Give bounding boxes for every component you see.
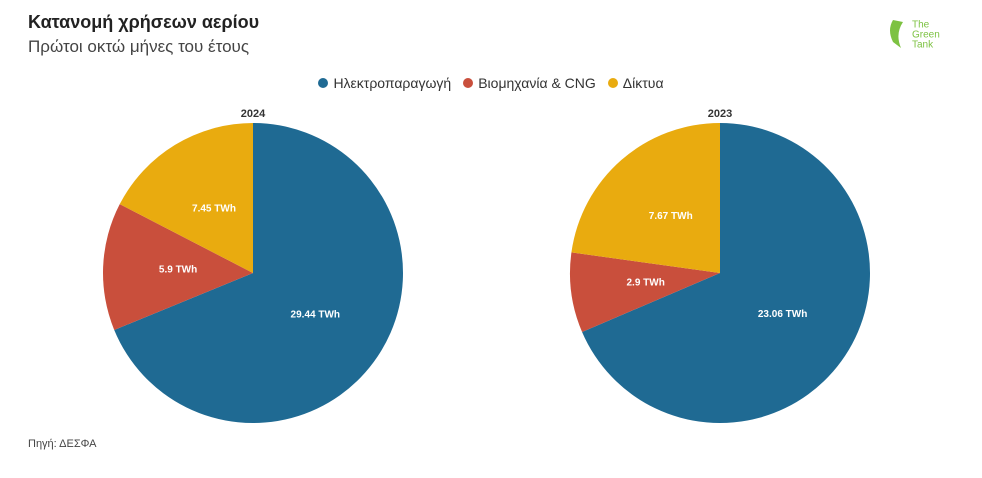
legend-item: Βιομηχανία & CNG (463, 75, 596, 91)
data-label: 7.67 TWh (649, 211, 693, 222)
logo-text: Green (912, 30, 940, 41)
data-label: 5.9 TWh (159, 264, 197, 275)
pie-title: 2024 (241, 108, 266, 120)
legend-item: Ηλεκτροπαραγωγή (318, 75, 451, 91)
pie-slice (102, 204, 253, 330)
legend-item: Δίκτυα (607, 75, 664, 91)
title: Κατανομή χρήσεων αερίου (28, 12, 260, 32)
subtitle: Πρώτοι οκτώ μήνες του έτους (28, 37, 250, 56)
source: Πηγή: ΔΕΣΦΑ (28, 438, 97, 450)
legend-marker (318, 78, 329, 88)
pie-title: 2023 (708, 108, 732, 120)
data-label: 29.44 TWh (291, 309, 340, 320)
pie-slice (582, 123, 871, 424)
logo-text: The (912, 20, 930, 31)
legend-label: Ηλεκτροπαραγωγή (333, 75, 452, 91)
logo-icon (890, 20, 903, 48)
pie-slice (571, 123, 720, 273)
legend-marker (607, 78, 618, 88)
legend: Ηλεκτροπαραγωγή Βιομηχανία & CNG Δίκτυα (0, 75, 982, 91)
legend-label: Δίκτυα (622, 75, 664, 91)
legend-marker (463, 78, 474, 88)
pie-slice (119, 122, 253, 273)
logo-text: Tank (912, 40, 934, 51)
legend-label: Βιομηχανία & CNG (478, 75, 596, 91)
pie-slice (570, 252, 720, 332)
logo: The Green Tank (890, 20, 940, 51)
data-label: 23.06 TWh (758, 309, 807, 320)
data-label: 2.9 TWh (626, 278, 664, 289)
pie-slice (114, 123, 403, 423)
data-label: 7.45 TWh (192, 204, 236, 215)
